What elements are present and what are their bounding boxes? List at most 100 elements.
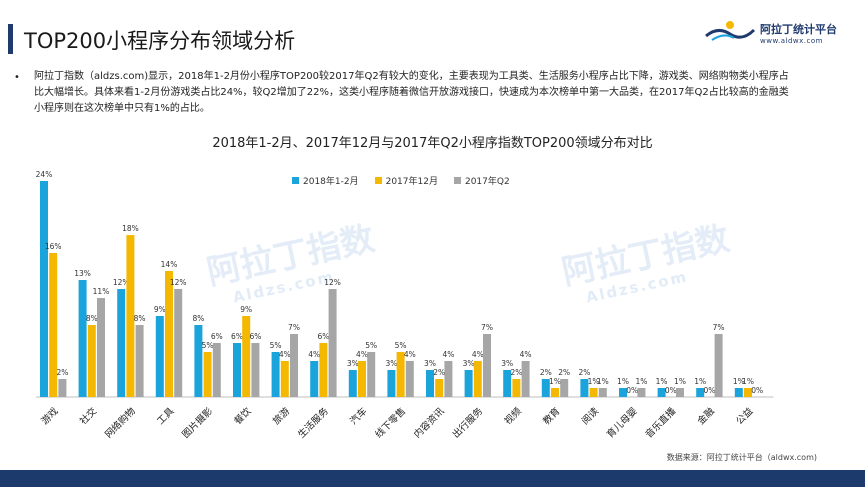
data-label: 8%	[86, 314, 98, 323]
data-label: 4%	[520, 350, 532, 359]
bar	[87, 325, 96, 397]
data-label: 16%	[45, 242, 62, 251]
bar	[473, 361, 482, 397]
bar	[212, 343, 221, 397]
data-label: 9%	[154, 305, 166, 314]
bar	[242, 316, 251, 397]
bar	[233, 343, 241, 397]
data-label: 4%	[404, 350, 416, 359]
data-label: 7%	[713, 323, 725, 332]
bar	[560, 379, 569, 397]
bar	[396, 352, 405, 397]
data-label: 7%	[288, 323, 300, 332]
x-tick-label: 汽车	[348, 405, 370, 427]
bar	[155, 316, 164, 397]
data-label: 1%	[656, 377, 668, 386]
data-label: 1%	[588, 377, 600, 386]
logo-url: www.aldwx.com	[760, 37, 823, 45]
logo-name: 阿拉丁统计平台	[760, 23, 837, 36]
bar	[696, 388, 705, 397]
bar	[521, 361, 530, 397]
brand-logo: 阿拉丁统计平台 www.aldwx.com	[704, 18, 837, 48]
data-label: 4%	[356, 350, 368, 359]
bar	[58, 379, 67, 397]
data-label: 6%	[317, 332, 329, 341]
data-label: 6%	[249, 332, 261, 341]
data-label: 12%	[324, 278, 341, 287]
data-label: 6%	[231, 332, 243, 341]
legend-item: 2017年Q2	[453, 174, 510, 187]
data-label: 5%	[270, 341, 282, 350]
bar	[405, 361, 414, 397]
data-label: 4%	[472, 350, 484, 359]
bar	[271, 352, 280, 397]
data-label: 7%	[481, 323, 493, 332]
data-label: 1%	[742, 377, 754, 386]
bar	[464, 370, 473, 397]
bar	[483, 334, 491, 397]
data-source: 数据来源：阿拉丁统计平台（aldwx.com)	[666, 453, 817, 462]
x-tick-label: 旅游	[270, 405, 292, 427]
data-label: 3%	[424, 359, 436, 368]
x-tick-label: 图片摄影	[180, 405, 216, 441]
data-label: 2%	[56, 368, 68, 377]
bar	[135, 325, 144, 397]
legend-item: 2017年12月	[374, 174, 438, 187]
bar	[744, 388, 752, 397]
data-label: 0%	[751, 386, 763, 395]
page-title: TOP200小程序分布领域分析	[24, 29, 296, 53]
bar	[203, 352, 212, 397]
data-label: 2%	[558, 368, 570, 377]
data-label: 8%	[192, 314, 204, 323]
legend-item: 2018年1-2月	[292, 174, 359, 187]
legend-swatch	[374, 177, 382, 184]
data-label: 3%	[385, 359, 397, 368]
x-tick-label: 网络购物	[102, 405, 138, 441]
bar	[676, 388, 684, 397]
x-tick-label: 生活服务	[295, 405, 331, 441]
data-label: 18%	[122, 224, 139, 233]
bar	[444, 361, 453, 397]
bar	[319, 343, 328, 397]
data-label: 11%	[93, 287, 110, 296]
bar	[637, 388, 646, 397]
bar	[589, 388, 598, 397]
data-label: 2%	[578, 368, 590, 377]
x-tick-label: 出行服务	[450, 405, 486, 441]
data-label: 2%	[433, 368, 445, 377]
data-label: 1%	[674, 377, 686, 386]
data-label: 3%	[463, 359, 475, 368]
data-label: 1%	[635, 377, 647, 386]
bar	[435, 379, 444, 397]
data-label: 0%	[665, 386, 677, 395]
bar	[503, 370, 512, 397]
bar	[734, 388, 743, 397]
bar	[117, 289, 126, 397]
legend-label: 2018年1-2月	[303, 177, 359, 187]
data-label: 12%	[170, 278, 187, 287]
description-text: 阿拉丁指数（aldzs.com)显示，2018年1-2月份小程序TOP200较2…	[34, 71, 789, 114]
data-label: 13%	[74, 269, 91, 278]
x-tick-label: 工具	[155, 406, 177, 428]
x-tick-label: 社交	[77, 405, 99, 427]
bar	[367, 352, 376, 397]
bar	[280, 361, 289, 397]
bar	[78, 280, 87, 397]
bar	[126, 235, 135, 397]
bar-chart: 24% 16% 2% 游戏 13% 8% 11% 社交 12% 18% 8% 网络购物 9% 14% 12%…	[36, 170, 774, 441]
bar	[251, 343, 260, 397]
bar	[426, 370, 434, 397]
data-label: 0%	[626, 386, 638, 395]
bar	[714, 334, 723, 397]
data-label: 1%	[733, 377, 745, 386]
legend-swatch	[292, 177, 299, 184]
bar	[657, 388, 666, 397]
footer-band	[0, 470, 865, 487]
x-tick-label: 公益	[734, 405, 756, 427]
bar	[290, 334, 298, 397]
bar	[49, 253, 58, 397]
data-label: 1%	[549, 377, 561, 386]
legend-swatch	[453, 177, 461, 184]
x-tick-label: 线下零售	[373, 405, 408, 440]
data-label: 4%	[442, 350, 454, 359]
